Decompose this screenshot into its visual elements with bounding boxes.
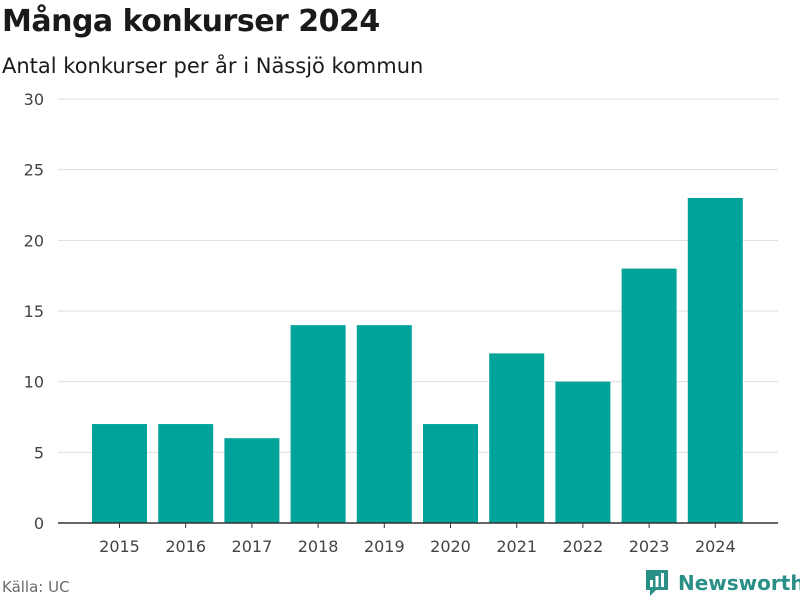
y-tick-label: 30 bbox=[24, 90, 44, 109]
y-tick-label: 20 bbox=[24, 231, 44, 250]
x-tick-label: 2023 bbox=[629, 537, 670, 556]
y-tick-label: 0 bbox=[34, 514, 44, 533]
y-tick-label: 25 bbox=[24, 161, 44, 180]
x-tick-label: 2016 bbox=[165, 537, 206, 556]
bar bbox=[290, 325, 346, 523]
x-tick-label: 2018 bbox=[298, 537, 339, 556]
chart-subtitle: Antal konkurser per år i Nässjö kommun bbox=[2, 54, 424, 78]
x-tick-label: 2021 bbox=[496, 537, 537, 556]
bar bbox=[423, 424, 478, 523]
bar bbox=[224, 438, 280, 523]
bar bbox=[489, 353, 545, 523]
source-note: Källa: UC bbox=[2, 578, 70, 596]
bar bbox=[687, 197, 743, 523]
y-tick-label: 5 bbox=[34, 443, 44, 462]
x-tick-label: 2020 bbox=[430, 537, 471, 556]
y-tick-label: 10 bbox=[24, 373, 44, 392]
brand-logo: Newsworthy bbox=[644, 568, 800, 598]
chart-title: Många konkurser 2024 bbox=[2, 4, 380, 39]
y-tick-label: 15 bbox=[24, 302, 44, 321]
bar bbox=[621, 268, 677, 523]
bar bbox=[356, 325, 412, 523]
x-tick-label: 2015 bbox=[99, 537, 140, 556]
bar bbox=[555, 381, 611, 523]
brand-name: Newsworthy bbox=[678, 571, 800, 595]
bar bbox=[158, 424, 214, 523]
newsworthy-logo-icon bbox=[646, 570, 668, 596]
x-tick-label: 2022 bbox=[563, 537, 604, 556]
x-tick-label: 2024 bbox=[695, 537, 736, 556]
x-tick-label: 2019 bbox=[364, 537, 405, 556]
x-tick-label: 2017 bbox=[232, 537, 273, 556]
bar bbox=[92, 424, 147, 523]
